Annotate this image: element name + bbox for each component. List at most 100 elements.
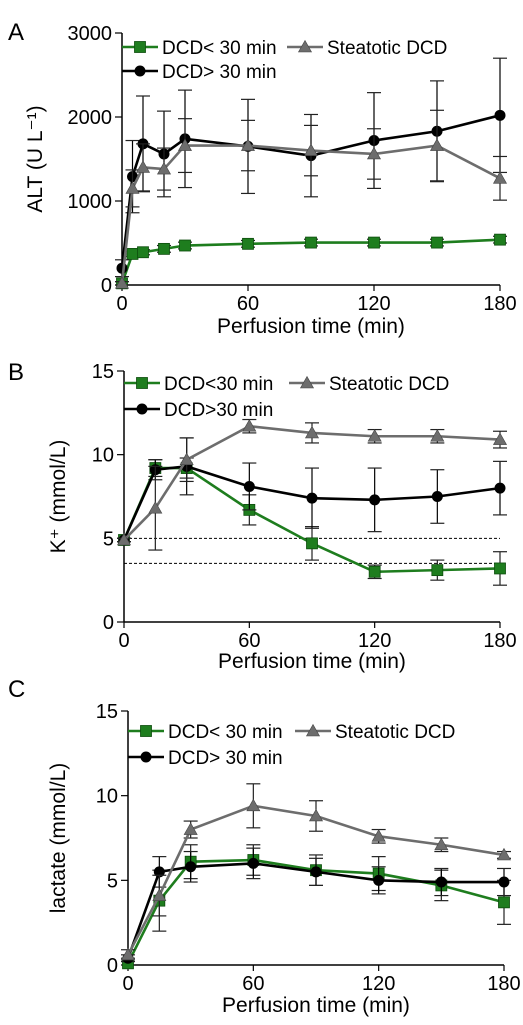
data-point [310, 866, 322, 878]
chart-panel-c: C 0 5 10 15 0 60 120 180 Perfusion time (min) lact… [8, 676, 521, 1017]
data-point [371, 829, 386, 842]
data-point [116, 532, 132, 546]
series-triangle [114, 109, 508, 289]
data-point [304, 425, 320, 439]
y-axis-label: ALT (U L⁻¹) [24, 105, 47, 212]
legend-item: DCD< 30 min [122, 38, 277, 59]
legend-label: Steatotic DCD [327, 38, 447, 59]
data-point [373, 874, 385, 886]
data-point [242, 419, 257, 432]
legend-marker [140, 751, 152, 763]
series-square [115, 233, 507, 290]
panel-label: C [8, 676, 25, 703]
y-tick-label: 15 [96, 701, 118, 723]
data-point [367, 429, 382, 442]
legend-item: DCD>30 min [124, 400, 273, 421]
data-point [247, 857, 259, 869]
data-point [431, 564, 444, 577]
data-point [492, 171, 508, 184]
chart-panel-b: B 0 5 10 15 0 60 120 180 Perfusion time (min) K⁺ (… [8, 359, 517, 673]
y-tick-label: 2000 [68, 107, 113, 129]
legend-marker [299, 375, 315, 389]
data-point [125, 181, 140, 194]
data-point [179, 239, 191, 252]
data-point [306, 537, 318, 550]
data-point [492, 432, 508, 445]
x-tick-label: 0 [118, 630, 129, 652]
legend-marker [136, 377, 148, 389]
y-tick-label: 0 [101, 275, 112, 297]
x-axis-label: Perfusion time (min) [222, 994, 410, 1017]
y-tick-label: 0 [107, 955, 118, 977]
data-point [494, 482, 506, 494]
data-point [494, 109, 506, 121]
series-line [126, 804, 505, 956]
legend-item: Steatotic DCD [289, 374, 449, 395]
data-point [242, 237, 254, 250]
data-point [498, 876, 510, 888]
data-point [156, 161, 172, 175]
series-line [123, 424, 501, 541]
data-point [308, 808, 324, 822]
data-point [185, 861, 197, 873]
x-tick-label: 0 [116, 293, 127, 315]
series-line [120, 144, 501, 284]
y-tick-label: 1000 [68, 191, 113, 213]
data-point [183, 822, 198, 835]
data-point [137, 246, 149, 259]
legend-marker [134, 41, 146, 53]
data-point [158, 242, 170, 255]
chart-panel-a: A 0 1000 2000 3000 0 60 120 180 Perfusion time (m… [8, 19, 517, 338]
legend-marker [297, 39, 313, 53]
x-tick-label: 120 [358, 630, 391, 652]
legend-item: DCD> 30 min [122, 62, 277, 83]
data-point [430, 429, 445, 442]
series-circle [121, 847, 511, 964]
legend-label: DCD> 30 min [168, 748, 283, 769]
data-point [494, 562, 506, 575]
x-axis-label: Perfusion time (min) [218, 650, 406, 673]
data-point [152, 888, 167, 901]
panel-label: A [8, 19, 24, 46]
data-point [240, 138, 256, 151]
data-point [243, 480, 255, 492]
data-point [120, 947, 136, 961]
data-point [496, 847, 512, 861]
data-point [153, 866, 165, 878]
panel-label: B [8, 359, 24, 386]
data-point [148, 501, 163, 514]
data-point [431, 236, 443, 249]
y-tick-label: 5 [103, 528, 114, 550]
data-point [435, 876, 447, 888]
data-point [306, 492, 318, 504]
x-tick-label: 180 [483, 630, 516, 652]
data-point [246, 798, 261, 812]
x-tick-label: 120 [357, 293, 390, 315]
data-point [431, 491, 443, 502]
legend-item: DCD< 30 min [128, 722, 283, 743]
legend-label: DCD< 30 min [168, 722, 283, 743]
legend-label: DCD<30 min [164, 374, 273, 395]
data-point [494, 233, 506, 246]
y-axis-label: lactate (mmol/L) [47, 763, 70, 914]
series-triangle [116, 418, 508, 551]
legend-label: DCD>30 min [164, 400, 273, 421]
data-point [303, 143, 319, 156]
legend-label: DCD> 30 min [162, 62, 277, 83]
data-point [434, 837, 449, 851]
data-point [179, 452, 194, 465]
x-tick-label: 180 [487, 973, 520, 995]
y-tick-label: 10 [96, 786, 118, 808]
legend-marker [134, 65, 146, 77]
data-point [429, 138, 445, 151]
y-tick-label: 5 [107, 870, 118, 892]
data-point [368, 236, 380, 249]
x-tick-label: 0 [122, 973, 133, 995]
legend-item: DCD> 30 min [128, 748, 283, 769]
data-point [366, 146, 382, 160]
data-point [114, 276, 130, 289]
y-axis-label: K⁺ (mmol/L) [47, 440, 70, 554]
y-tick-label: 10 [92, 445, 114, 467]
legend-marker [305, 723, 321, 737]
